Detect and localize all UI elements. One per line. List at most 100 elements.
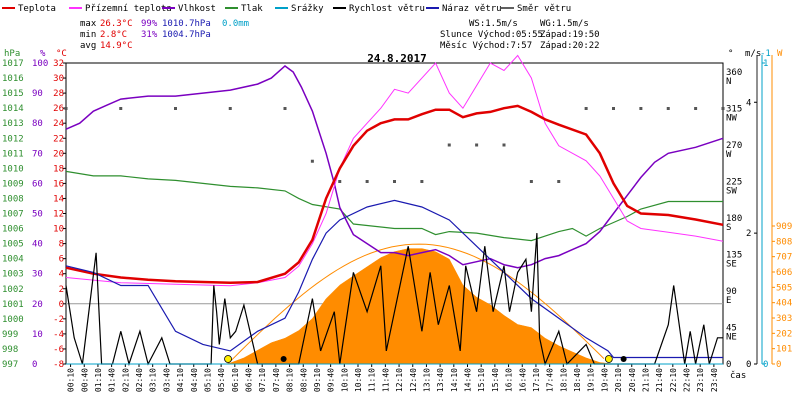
legend-label-5: Rychlost větru [349,4,425,14]
c-tick-label: 14 [53,194,64,204]
dir-tick-compass: N [726,77,731,87]
dir-tick-deg: 315 [726,105,742,115]
stats-max-hum: 99% [141,19,158,29]
hpa-tick-label: 1012 [2,134,24,144]
legend-label-4: Srážky [291,4,324,14]
x-tick-label: 01:10 [94,368,103,392]
dir-tick-compass: SE [726,260,737,270]
ms-axis-unit: m/s [745,49,761,59]
chart-title: 24.8.2017 [367,52,427,65]
stats-min-hum: 31% [141,30,158,40]
x-tick-label: 03:10 [149,368,158,392]
x-tick-label: 02:40 [135,368,144,392]
x-tick-label: 13:40 [436,368,445,392]
w-tick-label: 707 [776,253,792,263]
x-tick-label: 21:10 [641,368,650,392]
pct-tick-label: 0 [32,360,37,370]
dir-tick-deg: 45 [726,324,737,334]
wind-direction-point [666,107,670,110]
c-tick-label: -8 [53,360,64,370]
c-axis-unit: °C [56,49,67,59]
wind-direction-point [529,180,533,183]
moonset-marker [620,356,627,362]
wind-direction-point [174,107,177,110]
stats-rain: 0.0mm [222,19,249,29]
ms-tick-label: 4 [746,98,751,108]
stats-max-label: max [80,19,97,29]
pct-tick-label: 60 [32,179,43,189]
c-tick-label: 6 [59,255,64,265]
x-tick-label: 04:10 [176,368,185,392]
c-tick-label: -6 [53,345,64,355]
plot-area [64,54,725,367]
stats-min-label: min [80,30,96,40]
pct-tick-label: 30 [32,270,43,280]
info-ws: WS:1.5m/s [469,19,518,29]
info-moon-set: Západ:20:22 [540,41,600,51]
c-tick-label: 32 [53,59,64,69]
x-tick-label: 15:40 [491,368,500,392]
temperature-line [65,104,724,284]
w-tick-label: 606 [776,268,792,278]
hpa-tick-label: 1007 [2,210,24,220]
c-tick-label: -4 [53,330,64,340]
dir-tick-compass: NW [726,114,737,124]
info-moon-rise: Měsíc Východ:7:57 [440,41,532,51]
c-tick-label: 10 [53,225,64,235]
x-tick-label: 23:40 [710,368,719,392]
legend-label-0: Teplota [18,4,56,14]
wind-direction-point [393,180,396,183]
x-tick-label: 22:10 [669,368,678,392]
dir-tick-deg: 180 [726,214,742,224]
x-tick-label: 07:10 [258,368,267,392]
x-tick-label: 03:40 [162,368,171,392]
x-tick-label: 16:10 [505,368,514,392]
pressure-line [65,170,723,242]
c-tick-label: -2 [53,315,64,325]
wind-direction-point [612,107,615,110]
mm-tick-label: 0 [763,360,768,370]
x-tick-label: 09:10 [313,368,322,392]
dir-axis-unit: ° [728,49,733,59]
c-tick-label: 16 [53,179,64,189]
ground-temp-line [65,54,724,287]
hpa-tick-label: 998 [2,345,18,355]
dir-tick-compass: S [726,223,731,233]
hpa-tick-label: 1008 [2,194,24,204]
wind-direction-point [584,107,588,110]
stats-panel: max 26.3°C 99% 1010.7hPa 0.0mm min 2.8°C… [80,19,249,51]
hpa-tick-label: 1005 [2,240,24,250]
x-tick-label: 23:10 [696,368,705,392]
dir-tick-deg: 225 [726,178,742,188]
wind-direction-point [365,180,369,183]
hpa-tick-label: 1017 [2,59,24,69]
wind-direction-point [694,107,698,110]
stats-min-temp: 2.8°C [100,30,127,40]
pct-tick-label: 10 [32,330,43,340]
x-tick-label: 14:10 [450,368,459,392]
x-tick-label: 07:40 [272,368,281,392]
pct-tick-label: 40 [32,240,43,250]
x-tick-label: 16:40 [518,368,527,392]
x-tick-label: 01:40 [108,368,117,392]
x-tick-label: 11:10 [368,368,377,392]
dir-tick-deg: 135 [726,251,742,261]
info-panel: WS:1.5m/s WG:1.5m/s Slunce Východ:05:55 … [440,19,600,51]
info-sun-set: Západ:19:50 [540,30,600,40]
x-tick-label: 20:10 [614,368,623,392]
stats-avg-label: avg [80,41,96,51]
dir-tick-compass: W [726,150,732,160]
c-tick-label: 26 [53,104,64,114]
wind-direction-point [119,107,123,110]
stats-min-press: 1004.7hPa [162,30,211,40]
c-tick-label: 12 [53,210,64,220]
x-tick-label: 11:40 [381,368,390,392]
legend-label-6: Náraz větru [442,4,502,14]
wind-gust-line [65,199,723,359]
x-tick-label: 18:10 [559,368,568,392]
moonrise-marker [280,356,287,362]
wind-direction-point [420,180,424,183]
hpa-tick-label: 1014 [2,104,24,114]
legend-label-3: Tlak [241,4,263,14]
x-tick-label: 10:10 [340,368,349,392]
